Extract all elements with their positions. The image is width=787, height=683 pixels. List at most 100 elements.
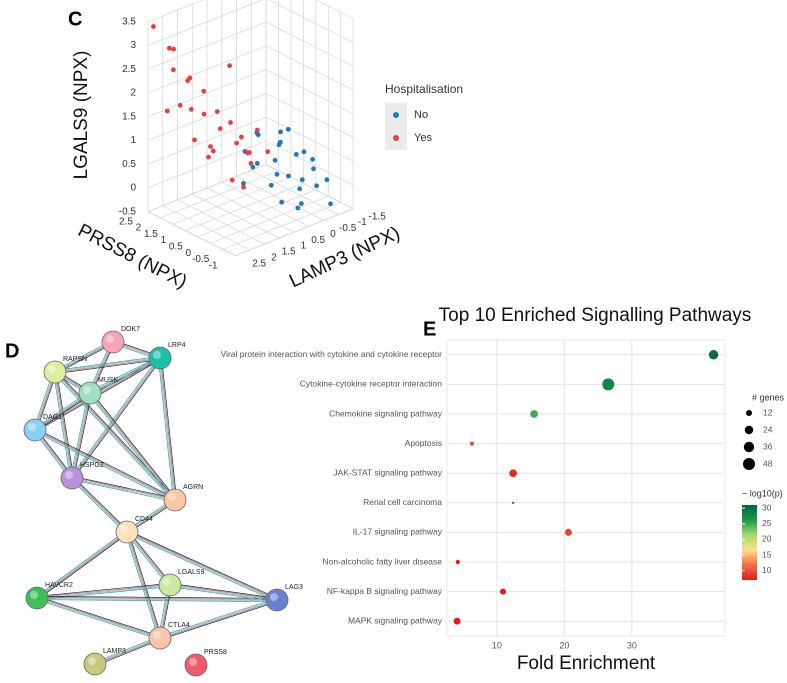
point bbox=[192, 137, 197, 143]
point bbox=[241, 181, 246, 186]
network-edge bbox=[37, 532, 128, 599]
point bbox=[171, 67, 176, 73]
node-label: HSPG2 bbox=[80, 462, 104, 469]
node-highlight bbox=[48, 365, 56, 373]
network-node bbox=[148, 346, 172, 370]
y-tick-label: 0.5 bbox=[169, 241, 183, 252]
point bbox=[272, 157, 278, 163]
size-legend-swatch bbox=[746, 410, 752, 416]
x-grid-line bbox=[191, 4, 280, 239]
y-grid-line bbox=[235, 18, 354, 257]
panel-label: E bbox=[423, 318, 436, 340]
network-node bbox=[265, 588, 289, 612]
network-edge bbox=[95, 639, 161, 666]
network-node bbox=[25, 586, 49, 610]
point bbox=[228, 120, 233, 125]
network-edge bbox=[71, 478, 175, 501]
node-highlight bbox=[120, 525, 128, 533]
network-edge bbox=[160, 357, 176, 500]
network-edge bbox=[56, 371, 74, 478]
node-label: RAPSN bbox=[63, 356, 87, 363]
node-label: LRP4 bbox=[168, 342, 186, 349]
point bbox=[239, 134, 244, 140]
z-grid-line bbox=[147, 0, 354, 22]
node-highlight bbox=[270, 593, 278, 601]
point bbox=[311, 166, 316, 172]
network-edge bbox=[37, 597, 161, 638]
x-tick-label: 10 bbox=[492, 640, 502, 650]
network-edge bbox=[90, 392, 176, 500]
node-label: HAVCR2 bbox=[45, 582, 73, 589]
network-edge bbox=[72, 477, 176, 500]
node-label: MUSK bbox=[98, 377, 119, 384]
network-edge bbox=[36, 583, 170, 597]
z-tick-label: 3 bbox=[130, 40, 136, 51]
size-legend-swatch bbox=[744, 425, 754, 435]
x-grid-line bbox=[162, 15, 251, 251]
network-edge bbox=[70, 356, 159, 478]
network-node bbox=[78, 381, 102, 405]
network-edge bbox=[72, 358, 161, 479]
point bbox=[274, 171, 280, 177]
point bbox=[310, 157, 315, 162]
point bbox=[217, 126, 223, 131]
network-edge bbox=[36, 598, 160, 639]
network-edge bbox=[55, 359, 161, 374]
y-tick-label: 2.5 bbox=[119, 216, 133, 227]
network-edge bbox=[70, 392, 89, 478]
network-edge bbox=[88, 393, 174, 502]
network-node bbox=[148, 626, 172, 650]
z-grid-line bbox=[147, 45, 354, 94]
node-label: PRSS8 bbox=[204, 649, 227, 656]
node-highlight bbox=[65, 471, 73, 479]
point bbox=[314, 183, 319, 189]
z-tick-label: 0 bbox=[130, 183, 136, 194]
node-highlight bbox=[168, 493, 176, 501]
y-axis-label: PRSS8 (NPX) bbox=[74, 220, 190, 293]
network-edge bbox=[55, 371, 73, 478]
network-edge bbox=[91, 391, 177, 500]
x-grid-line bbox=[265, 0, 354, 210]
y-tick-label: Non-alcoholic fatty liver disease bbox=[322, 556, 442, 566]
network-edge bbox=[35, 428, 176, 499]
x-tick-label: 1.5 bbox=[282, 247, 296, 258]
chart-title: Top 10 Enriched Signalling Pathways bbox=[439, 305, 752, 326]
legend-label: Yes bbox=[414, 132, 432, 144]
network-edge bbox=[71, 479, 175, 502]
network-edge bbox=[36, 599, 160, 640]
point bbox=[177, 102, 183, 108]
point bbox=[208, 144, 213, 149]
y-tick-label: Renal cell carcinoma bbox=[363, 497, 442, 507]
network-edge bbox=[127, 530, 278, 599]
y-tick-label: 0 bbox=[185, 248, 191, 259]
point bbox=[328, 201, 333, 207]
network-edge bbox=[126, 532, 277, 601]
color-legend-label: 10 bbox=[762, 565, 772, 575]
y-tick-label: JAK-STAT signaling pathway bbox=[333, 467, 442, 477]
point bbox=[324, 177, 330, 183]
color-legend-title: − log10(p) bbox=[742, 488, 783, 498]
network-node bbox=[43, 360, 67, 384]
network-edge bbox=[126, 533, 277, 602]
bubble bbox=[455, 559, 460, 565]
network-edge bbox=[73, 393, 92, 479]
x-axis-label: Fold Enrichment bbox=[517, 653, 656, 674]
network-node bbox=[115, 520, 139, 544]
plot-background bbox=[446, 339, 726, 637]
node-label: DOK7 bbox=[121, 326, 140, 333]
z-axis-label: LGALS9 (NPX) bbox=[71, 51, 92, 180]
point bbox=[234, 140, 240, 146]
network-edge bbox=[127, 531, 278, 600]
network-edge bbox=[36, 598, 277, 601]
point bbox=[171, 46, 177, 52]
bubble bbox=[530, 410, 538, 418]
node-highlight bbox=[153, 351, 161, 359]
network-node bbox=[163, 488, 187, 512]
network-edge bbox=[53, 372, 71, 479]
y-tick-label: Chemokine signaling pathway bbox=[329, 408, 443, 418]
point bbox=[285, 126, 291, 132]
point bbox=[248, 161, 254, 166]
legend-swatch bbox=[393, 135, 399, 141]
bubble bbox=[453, 617, 461, 625]
